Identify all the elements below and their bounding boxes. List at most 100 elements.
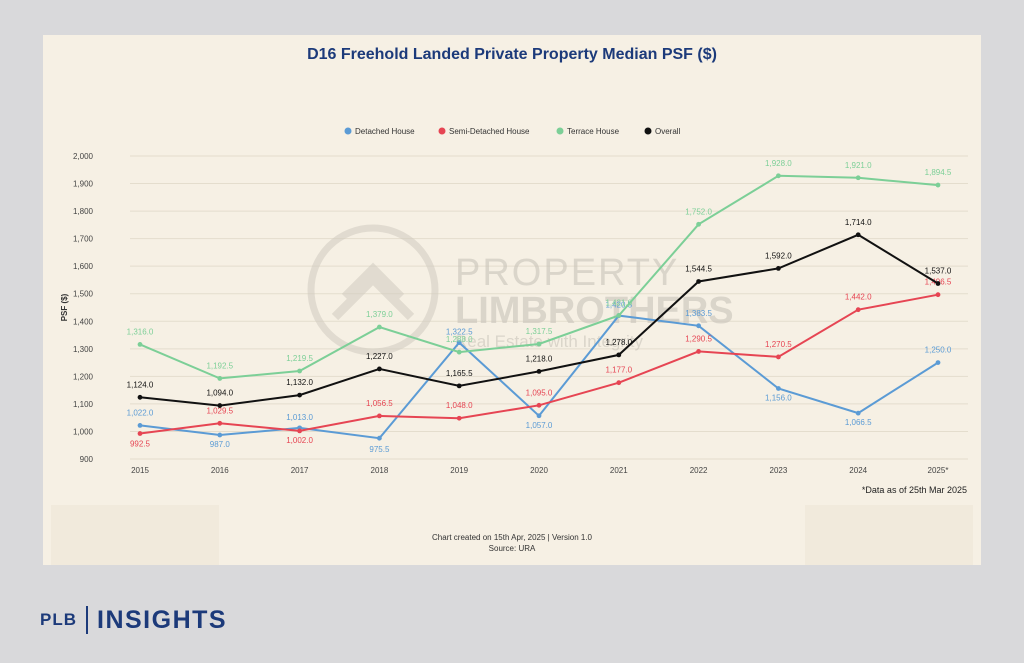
data-label: 1,022.0: [127, 408, 154, 417]
data-label: 1,029.5: [206, 406, 233, 415]
data-label: 1,056.5: [366, 399, 393, 408]
data-point: [616, 380, 622, 386]
data-point: [536, 369, 542, 374]
data-point: [456, 383, 462, 389]
y-tick-label: 1,500: [73, 290, 94, 299]
data-point: [456, 415, 462, 421]
data-point: [855, 307, 861, 313]
y-tick-label: 1,600: [73, 262, 94, 271]
data-label: 1,421.0: [605, 298, 632, 307]
y-tick-label: 1,300: [73, 345, 94, 354]
brand-plb: PLB: [40, 610, 77, 629]
x-tick-label: 2025*: [928, 466, 949, 475]
data-label: 1,290.5: [685, 334, 712, 343]
data-point: [377, 366, 382, 372]
data-label: 1,894.5: [925, 168, 952, 177]
data-point: [696, 221, 701, 227]
y-tick-label: 1,800: [73, 207, 94, 216]
y-tick-label: 1,400: [73, 317, 94, 326]
y-tick-label: 1,900: [73, 180, 94, 189]
legend-label: Terrace House: [567, 127, 620, 136]
data-point: [217, 432, 223, 438]
data-label: 1,132.0: [286, 378, 313, 387]
data-label: 1,177.0: [605, 366, 632, 375]
legend-marker: [438, 127, 446, 135]
data-point: [377, 413, 382, 419]
x-tick-label: 2022: [690, 466, 708, 475]
chart-footer: Chart created on 15th Apr, 2025 | Versio…: [43, 532, 981, 554]
data-label: 1,192.5: [206, 361, 233, 370]
data-label: 1,442.0: [845, 293, 872, 302]
y-axis-label: PSF ($): [60, 293, 69, 321]
data-label: 992.5: [130, 440, 151, 449]
data-label: 1,592.0: [765, 251, 792, 260]
data-point: [217, 403, 223, 408]
data-point: [696, 349, 701, 354]
data-label: 1,156.0: [765, 393, 792, 402]
chart-title: D16 Freehold Landed Private Property Med…: [307, 46, 717, 63]
y-tick-label: 1,200: [73, 372, 94, 381]
data-label: 1,714.0: [845, 218, 872, 227]
data-label: 1,048.0: [446, 401, 473, 410]
data-label: 1,057.0: [526, 421, 553, 430]
watermark-logo-mark: [331, 262, 415, 321]
data-point: [377, 324, 382, 330]
legend-label: Detached House: [355, 127, 415, 136]
data-point: [855, 175, 861, 181]
data-point: [137, 431, 143, 436]
y-tick-label: 1,000: [73, 427, 94, 436]
data-point: [297, 428, 302, 434]
y-tick-label: 900: [80, 455, 94, 464]
data-point: [456, 340, 462, 346]
data-point: [696, 279, 701, 284]
data-label: 1,317.5: [526, 327, 553, 336]
x-tick-label: 2018: [371, 466, 389, 475]
line-chart: D16 Freehold Landed Private Property Med…: [51, 46, 973, 565]
legend-label: Semi-Detached House: [449, 127, 530, 136]
data-point: [935, 281, 941, 286]
data-label: 1,227.0: [366, 352, 393, 361]
data-label: 1,544.5: [685, 264, 712, 273]
data-date-note: *Data as of 25th Mar 2025: [861, 485, 967, 495]
bottom-left-panel: [51, 505, 219, 565]
data-point: [935, 292, 941, 298]
x-tick-label: 2023: [770, 466, 788, 475]
chart-created-note: Chart created on 15th Apr, 2025 | Versio…: [432, 533, 592, 542]
data-point: [616, 313, 622, 318]
data-label: 987.0: [210, 440, 231, 449]
data-label: 1,124.0: [127, 380, 154, 389]
watermark-logo-ring: [307, 224, 439, 356]
legend-label: Overall: [655, 127, 681, 136]
data-point: [217, 376, 223, 381]
data-label: 1,379.0: [366, 310, 393, 319]
source-note: Source: URA: [488, 544, 536, 553]
x-tick-label: 2019: [450, 466, 468, 475]
data-label: 1,420.5: [605, 301, 632, 310]
brand-divider: [86, 606, 88, 634]
data-point: [456, 349, 462, 355]
data-label: 1,094.0: [206, 389, 233, 398]
y-tick-label: 1,700: [73, 235, 94, 244]
x-tick-label: 2016: [211, 466, 229, 475]
data-point: [217, 420, 223, 426]
data-label: 1,165.5: [446, 369, 473, 378]
data-point: [696, 323, 701, 329]
watermark-text-tagline: Real Estate with Integrity: [455, 332, 644, 351]
data-label: 1,270.5: [765, 340, 792, 349]
x-tick-label: 2024: [849, 466, 867, 475]
data-label: 1,383.5: [685, 309, 712, 318]
data-point: [536, 341, 542, 347]
y-tick-label: 2,000: [73, 152, 94, 161]
data-point: [297, 368, 302, 374]
legend-marker: [644, 127, 652, 135]
brand-insights: INSIGHTS: [97, 605, 228, 634]
data-label: 1,250.0: [925, 346, 952, 355]
y-tick-label: 1,100: [73, 400, 94, 409]
data-point: [377, 435, 382, 441]
legend-marker: [556, 127, 564, 135]
data-label: 1,219.5: [286, 354, 313, 363]
x-tick-label: 2017: [291, 466, 309, 475]
data-label: 1,288.0: [446, 335, 473, 344]
data-point: [297, 392, 302, 398]
data-point: [855, 410, 861, 416]
